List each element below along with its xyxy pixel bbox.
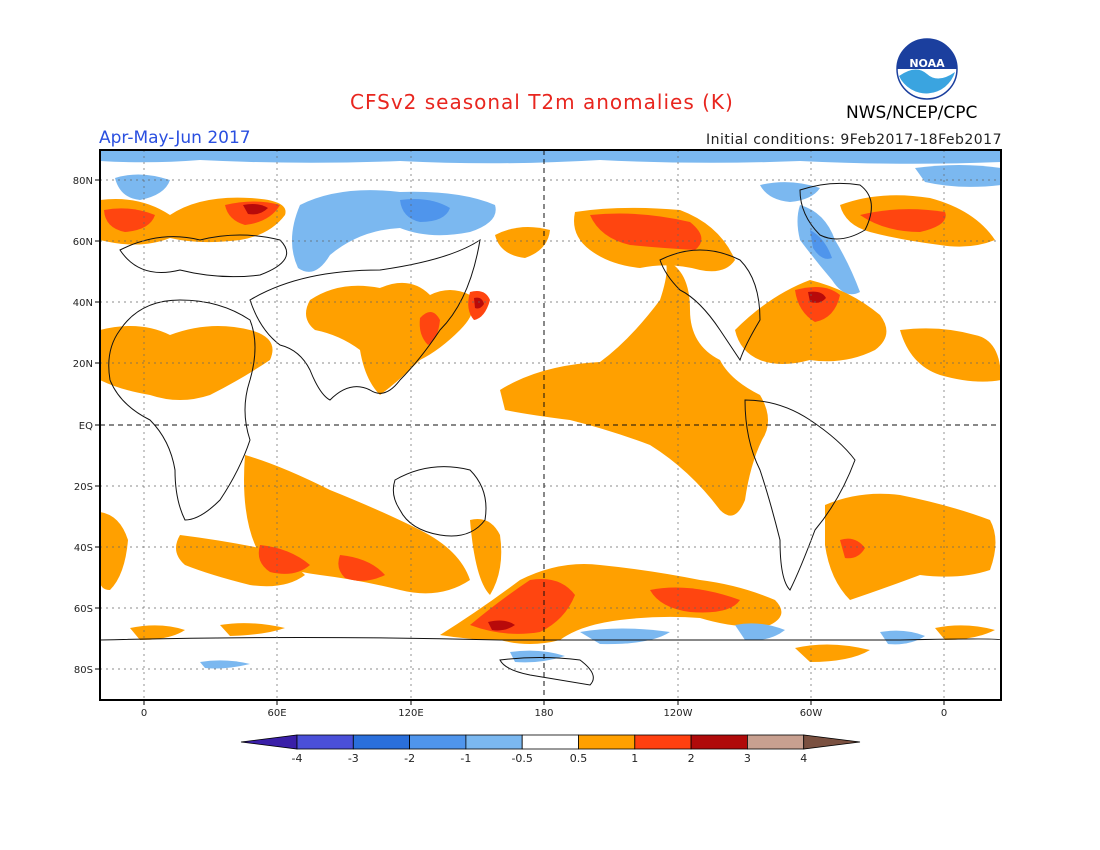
cool-region-arctic	[100, 150, 1001, 164]
colorbar-label: -2	[404, 752, 415, 765]
colorbar-segment	[465, 734, 523, 750]
graticule	[100, 150, 1001, 700]
noaa-logo-text: NOAA	[909, 57, 945, 70]
cool-region-canada-core	[810, 230, 832, 259]
lon-label-120e: 120E	[398, 708, 423, 719]
colorbar-segment	[634, 734, 692, 750]
warm-region-antarctic-rim-2	[220, 623, 285, 636]
colorbar-label: 0.5	[570, 752, 588, 765]
colorbar-label: 3	[744, 752, 751, 765]
lat-label-20s: 20S	[74, 482, 93, 493]
warm-region-indian-ocean-core	[258, 545, 310, 574]
lat-label-80s: 80S	[74, 665, 93, 676]
colorbar-segment	[521, 734, 579, 750]
warm-region-gulf-stream	[735, 280, 887, 364]
warm-region-sahara	[100, 326, 273, 400]
lat-label-40n: 40N	[73, 298, 93, 309]
colorbar-label: -4	[292, 752, 303, 765]
cool-region-siberia-core	[400, 199, 450, 222]
warm-region-south-pacific-core	[650, 587, 740, 613]
warm-region-indian-ocean-core2	[338, 555, 385, 581]
lat-label-40s: 40S	[74, 543, 93, 554]
warm-region-equatorial-pacific	[500, 260, 769, 516]
colorbar: -4 -3 -2 -1 -0.5 0.5 1 2 3 4	[240, 734, 861, 765]
cool-region-antarctic-2	[735, 623, 785, 641]
lat-label-60n: 60N	[73, 237, 93, 248]
season-label: Apr-May-Jun 2017	[99, 128, 251, 148]
warm-region-atlantic-east-tropics	[900, 328, 1001, 382]
lat-ticks	[95, 179, 100, 670]
colorbar-segment	[747, 734, 805, 750]
cool-region-greenland-2	[915, 165, 1001, 187]
initial-conditions-label: Initial conditions: 9Feb2017-18Feb2017	[706, 132, 1002, 148]
warm-region-antarctic-rim-3	[935, 625, 995, 640]
warm-region-australia-east	[470, 519, 502, 595]
warm-region-gulf-stream-core	[795, 286, 840, 322]
colorbar-label: 2	[688, 752, 695, 765]
warm-region-russia-core	[243, 204, 268, 215]
cool-region-antarctic-5	[200, 660, 250, 669]
lon-label-0-east: 0	[941, 708, 947, 719]
colorbar-label: -0.5	[511, 752, 532, 765]
lon-label-60w: 60W	[800, 708, 823, 719]
colorbar-arrow-high	[803, 734, 861, 750]
warm-region-south-atlantic-core	[840, 538, 865, 559]
cool-region-europe	[115, 174, 170, 200]
colorbar-arrow-low	[240, 734, 298, 750]
warm-region-north-atlantic-core	[860, 209, 946, 232]
lat-label-60s: 60S	[74, 604, 93, 615]
cool-region-greenland	[760, 182, 820, 202]
lon-label-0-west: 0	[141, 708, 147, 719]
lat-label-80n: 80N	[73, 176, 93, 187]
lon-labels: 0 60E 120E 180 120W 60W 0	[141, 708, 947, 719]
colorbar-segment	[578, 734, 636, 750]
colorbar-label: 1	[631, 752, 638, 765]
warm-region-indian-ocean-south	[176, 535, 305, 587]
lon-ticks	[143, 700, 945, 705]
warm-region-ross-sea	[470, 579, 575, 634]
lon-label-60e: 60E	[267, 708, 286, 719]
lon-label-180: 180	[534, 708, 553, 719]
warm-region-south-atlantic-west	[100, 512, 128, 590]
warm-region-antarctic-rim-4	[795, 644, 870, 662]
lat-label-eq: EQ	[79, 421, 93, 432]
agency-label: NWS/NCEP/CPC	[846, 103, 978, 123]
warm-region-scandinavia	[104, 208, 155, 232]
cool-region-antarctic-4	[510, 650, 565, 663]
colorbar-label: -1	[460, 752, 471, 765]
equator-dateline	[100, 150, 1001, 700]
lat-labels: 80N 60N 40N 20N EQ 20S 40S 60S 80S	[73, 176, 93, 676]
warm-region-bering	[495, 226, 550, 258]
map-title: CFSv2 seasonal T2m anomalies (K)	[350, 90, 734, 114]
colorbar-label: 4	[800, 752, 807, 765]
lon-label-120w: 120W	[664, 708, 693, 719]
warm-region-central-asia	[306, 282, 474, 395]
warm-region-ross-sea-core	[488, 620, 515, 631]
noaa-logo-icon: NOAA	[896, 38, 958, 100]
lat-label-20n: 20N	[73, 359, 93, 370]
anomaly-fields	[100, 150, 1001, 700]
colorbar-segment	[296, 734, 354, 750]
warm-region-gulf-stream-peak	[808, 291, 826, 303]
coastlines	[100, 182, 1001, 686]
colorbar-segment	[352, 734, 410, 750]
colorbar-segment	[690, 734, 748, 750]
colorbar-label: -3	[348, 752, 359, 765]
warm-region-japan-core	[474, 297, 484, 309]
colorbar-segment	[409, 734, 467, 750]
cool-region-antarctic-3	[880, 630, 925, 645]
